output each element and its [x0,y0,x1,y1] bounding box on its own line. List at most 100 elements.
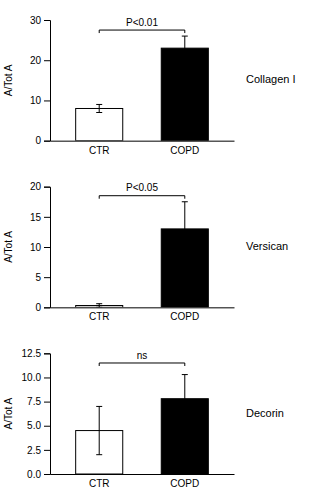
error-bar [182,36,188,60]
y-tick: 2.5 [27,445,50,456]
panel-title: Versican [246,240,288,252]
x-tick-label: COPD [170,311,199,322]
error-bar-cap [96,303,102,304]
significance-label: ns [137,350,148,361]
significance-bracket [99,363,185,366]
plot-area [76,375,209,474]
bar [76,108,123,140]
y-tick: 20 [30,55,50,66]
y-tick-mark [44,450,50,451]
error-bar-cap [182,201,188,202]
x-tick-label: COPD [170,145,199,156]
y-tick: 10 [30,242,50,253]
error-bar-stem [184,36,185,60]
error-bar-stem [99,104,100,112]
y-tick: 0 [35,302,50,313]
y-tick-label: 10 [30,242,42,253]
error-bar-cap [96,307,102,308]
error-bar-cap [182,60,188,61]
x-tick: CTR [89,478,110,489]
y-tick: 30 [30,15,50,26]
y-tick-mark [44,100,50,101]
y-tick-label: 10 [30,95,42,106]
y-tick-label: 10.0 [22,372,42,383]
error-bar-cap [182,36,188,37]
y-tick-mark [44,217,50,218]
y-tick-label: 5 [35,272,41,283]
significance-bracket [99,196,185,199]
error-bar-cap [182,422,188,423]
x-axis-line [51,307,235,308]
y-tick: 0 [35,135,50,146]
y-tick: 15 [30,212,50,223]
x-tick: COPD [170,145,199,156]
y-tick-mark [44,60,50,61]
bar [161,48,208,141]
y-axis-title: A/Tot A [3,231,14,263]
error-bar-cap [182,374,188,375]
y-tick: 12.5 [22,348,50,359]
y-tick: 5 [35,272,50,283]
panel: 0.0 2.5 5.0 7.5 10.0 12.5 CTR COPD A/Tot A ns Deco… [3,348,284,489]
error-bar-cap [182,256,188,257]
y-tick-mark [44,402,50,403]
error-bar-stem [99,304,100,308]
y-tick-label: 7.5 [27,396,41,407]
error-bar-cap [96,454,102,455]
y-axis: 0.0 2.5 5.0 7.5 10.0 12.5 [22,348,51,480]
y-tick-mark [44,277,50,278]
x-tick: COPD [170,311,199,322]
significance-bracket [99,30,185,33]
y-axis-title: A/Tot A [3,397,14,429]
error-bar [182,375,188,423]
x-axis-line [51,474,235,475]
y-tick-label: 20 [30,181,42,192]
y-tick-label: 30 [30,15,42,26]
panel: 0 5 10 15 20 CTR COPD A/Tot A P<0.05 Versican [3,181,288,322]
panel: 0102030CTRCOPDA/Tot AP<0.01Collagen I [3,15,296,156]
plot-area [76,202,209,308]
error-bar-stem [184,375,185,423]
y-tick-mark [44,353,50,354]
y-tick-mark [44,426,50,427]
y-tick-label: 2.5 [27,445,41,456]
y-tick-mark [44,187,50,188]
significance-label: P<0.01 [126,17,158,28]
y-tick: 10.0 [22,372,50,383]
significance-label: P<0.05 [126,182,158,193]
y-tick-label: 12.5 [22,348,42,359]
x-axis: CTRCOPD [51,141,235,156]
error-bar [96,406,102,454]
y-tick-label: 0.0 [27,469,41,480]
y-tick: 5.0 [27,420,50,431]
y-tick-mark [44,247,50,248]
y-axis: 0 5 10 15 20 [30,181,51,313]
x-axis: CTR COPD [51,475,235,490]
y-tick-mark [44,141,50,142]
error-bar [96,304,102,308]
y-tick-label: 20 [30,55,42,66]
y-tick: 10 [30,95,50,106]
x-axis-line [51,141,235,142]
plot-area [76,36,209,141]
error-bar-cap [96,406,102,407]
error-bar [96,104,102,112]
y-tick: 0.0 [27,469,50,480]
panel-title: Collagen I [246,73,296,85]
x-tick-label: COPD [170,478,199,489]
y-tick: 20 [30,181,50,192]
y-tick-label: 0 [35,135,41,146]
y-axis: 0 10 20 30 [30,15,51,147]
y-tick-mark [44,20,50,21]
y-axis-line [44,187,51,308]
x-tick: CTR [89,311,110,322]
error-bar-stem [99,406,100,454]
y-tick-label: 15 [30,212,42,223]
y-tick-label: 0 [35,302,41,313]
y-axis-line [44,354,51,475]
y-tick-label: 5.0 [27,420,41,431]
y-axis-line [44,21,51,142]
x-tick-label: CTR [89,478,110,489]
panel-title: Decorin [246,407,284,419]
y-tick-mark [44,474,50,475]
